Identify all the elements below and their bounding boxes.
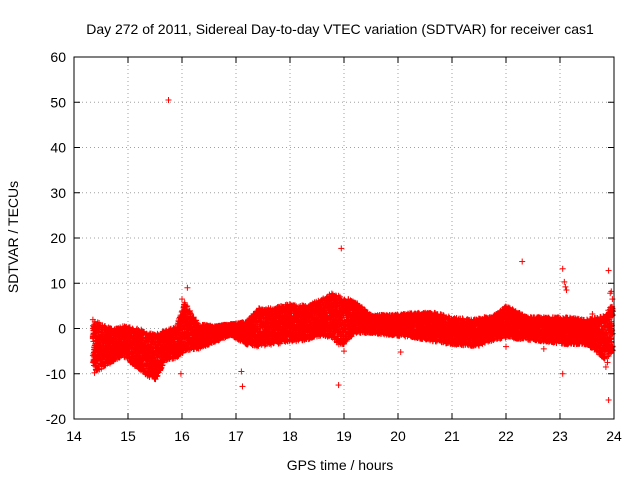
x-tick-label: 23 bbox=[552, 428, 568, 444]
data-points bbox=[89, 96, 616, 403]
x-tick-labels: 14 15 16 17 18 19 20 21 22 23 24 bbox=[66, 428, 622, 444]
x-axis-title: GPS time / hours bbox=[287, 457, 394, 473]
x-tick-label: 18 bbox=[282, 428, 298, 444]
x-tick-label: 22 bbox=[498, 428, 514, 444]
x-tick-label: 17 bbox=[228, 428, 244, 444]
y-tick-label: -20 bbox=[46, 411, 66, 427]
chart-title: Day 272 of 2011, Sidereal Day-to-day VTE… bbox=[86, 21, 594, 37]
x-tick-label: 16 bbox=[174, 428, 190, 444]
y-tick-label: 0 bbox=[58, 321, 66, 337]
y-axis-title: SDTVAR / TECUs bbox=[5, 181, 21, 293]
y-tick-label: 50 bbox=[50, 94, 66, 110]
y-tick-label: 60 bbox=[50, 49, 66, 65]
x-tick-label: 24 bbox=[606, 428, 622, 444]
x-tick-label: 19 bbox=[336, 428, 352, 444]
y-tick-label: 20 bbox=[50, 230, 66, 246]
x-tick-label: 20 bbox=[390, 428, 406, 444]
y-tick-label: -10 bbox=[46, 366, 66, 382]
x-tick-label: 21 bbox=[444, 428, 460, 444]
x-tick-label: 15 bbox=[120, 428, 136, 444]
y-tick-label: 30 bbox=[50, 185, 66, 201]
x-tick-label: 14 bbox=[66, 428, 82, 444]
data-point bbox=[94, 319, 101, 326]
y-tick-label: 40 bbox=[50, 140, 66, 156]
grid-lines bbox=[74, 57, 614, 419]
y-tick-label: 10 bbox=[50, 275, 66, 291]
y-tick-labels: -20 -10 0 10 20 30 40 50 60 bbox=[46, 49, 66, 427]
